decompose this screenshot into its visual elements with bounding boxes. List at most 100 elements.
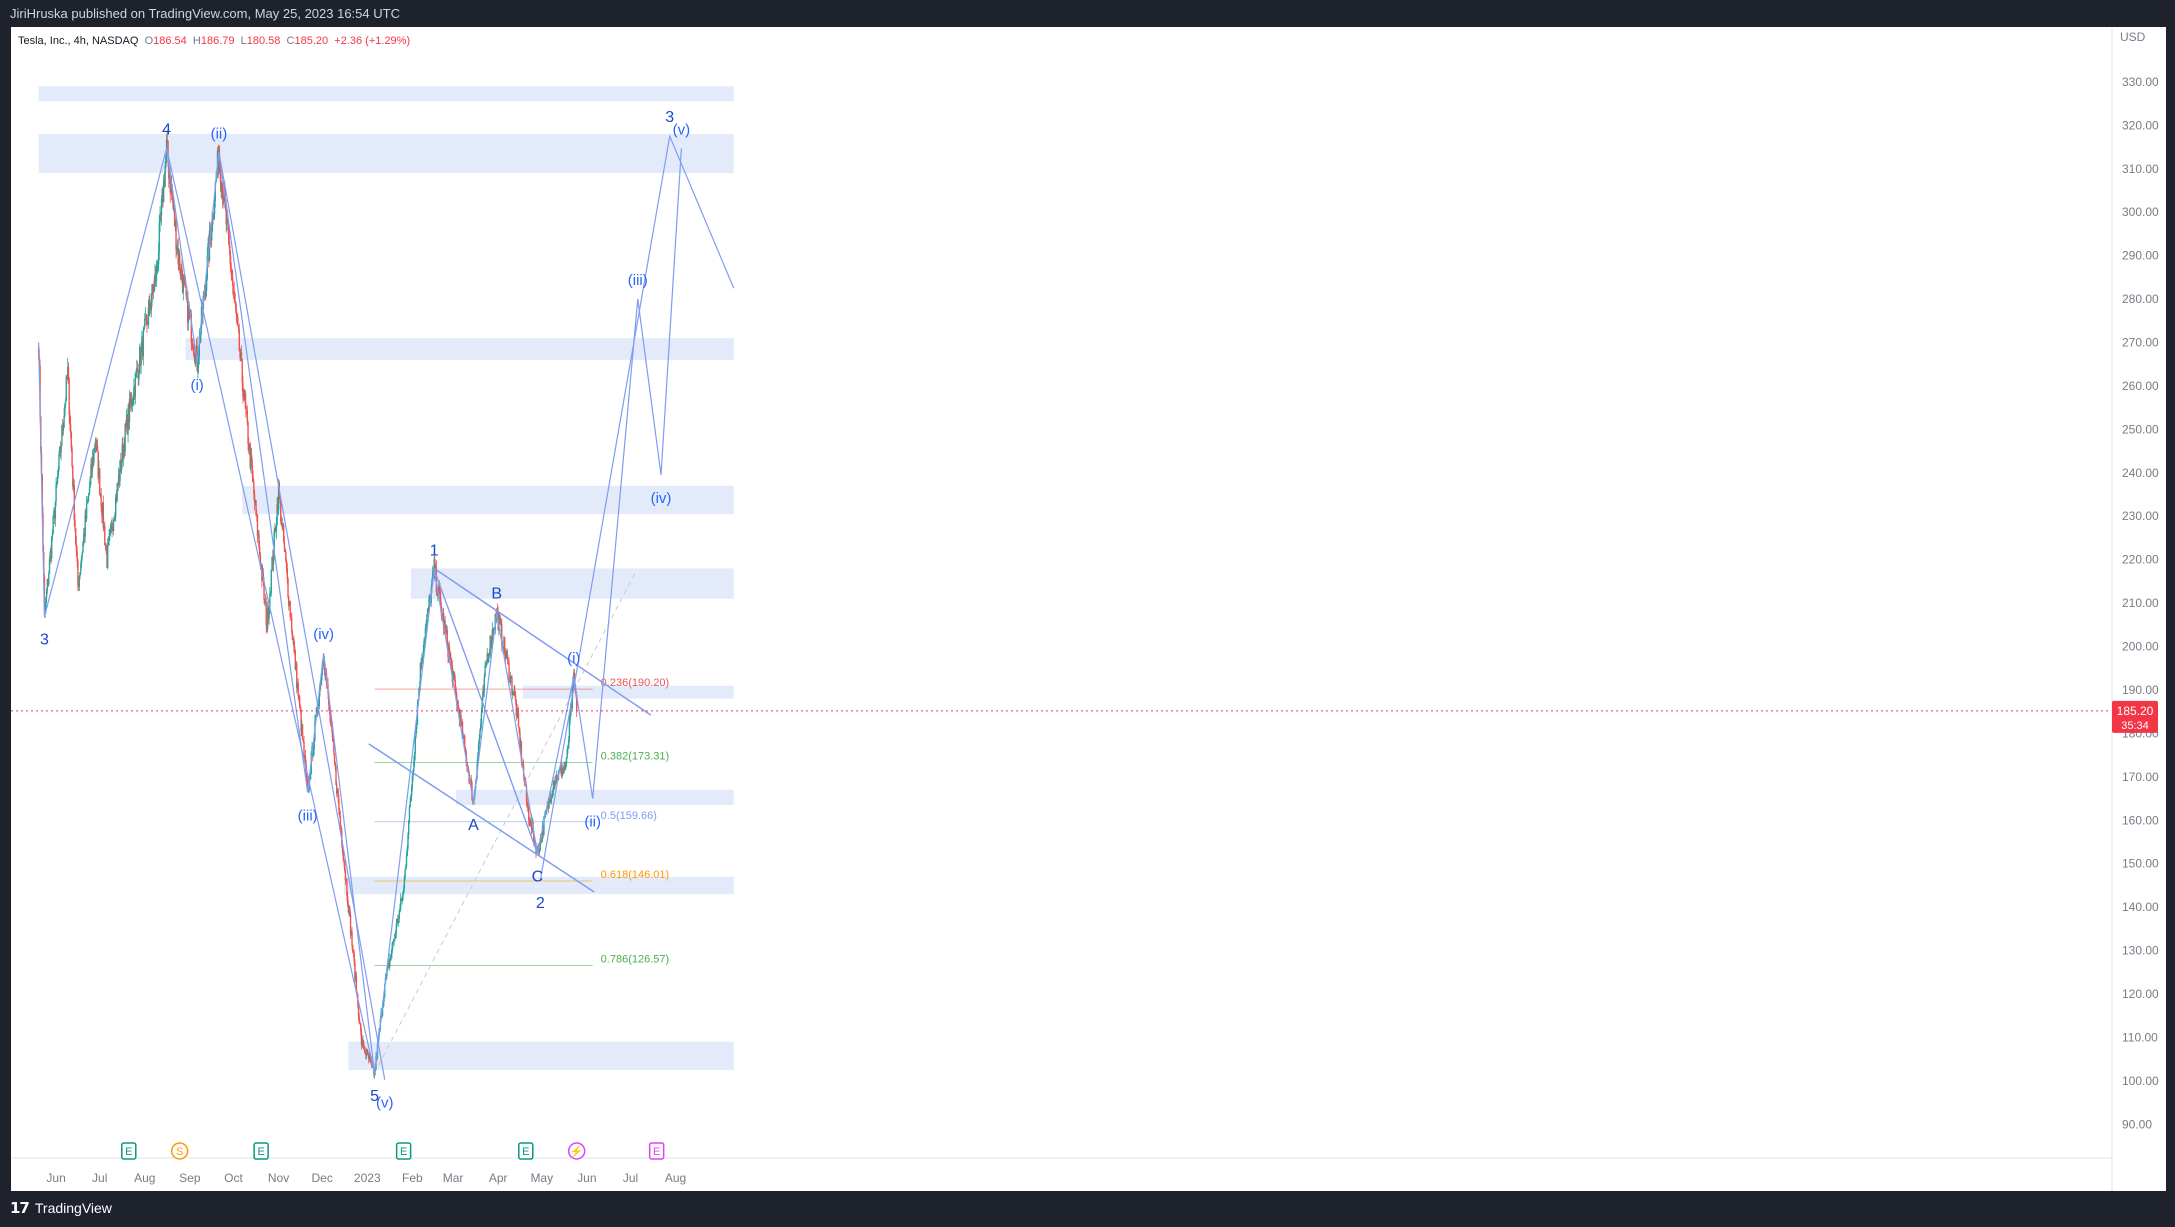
candle bbox=[355, 971, 358, 994]
candle-body bbox=[133, 386, 135, 400]
support-resistance-zone bbox=[410, 568, 734, 599]
candle bbox=[64, 397, 67, 409]
candle-body bbox=[530, 818, 533, 830]
candle-body bbox=[197, 365, 199, 371]
candle-body bbox=[157, 251, 160, 265]
candle-body bbox=[143, 326, 145, 330]
candle-body bbox=[154, 273, 157, 282]
wave-label: (v) bbox=[376, 1095, 394, 1112]
event-marker-earnings[interactable]: E bbox=[121, 1142, 137, 1160]
price-tick-label: 240.00 bbox=[2122, 466, 2159, 480]
fib-layer: 0.236(190.20) 0.382(173.31) 0.5(159.66) 0.6… bbox=[374, 570, 669, 1074]
candle-body bbox=[351, 931, 353, 946]
tradingview-logo[interactable]: 𝟭𝟳 TradingView bbox=[10, 1199, 112, 1217]
candle bbox=[272, 548, 275, 572]
current-price-tag: 185.20 35:34 bbox=[2112, 700, 2158, 733]
candle bbox=[555, 770, 558, 783]
support-resistance-zone bbox=[242, 485, 734, 515]
candle bbox=[505, 650, 507, 660]
candle-body bbox=[258, 533, 260, 547]
candle-body bbox=[303, 741, 305, 757]
candle-body bbox=[61, 425, 63, 446]
candle-body bbox=[324, 669, 326, 676]
event-marker-earnings[interactable]: E bbox=[253, 1142, 269, 1160]
candle bbox=[197, 362, 199, 379]
event-marker-earnings-upcoming[interactable]: E bbox=[648, 1142, 665, 1160]
candle-body bbox=[353, 952, 355, 962]
candle-body bbox=[221, 183, 223, 189]
event-marker-earnings[interactable]: E bbox=[395, 1142, 412, 1160]
candle-body bbox=[136, 367, 139, 370]
candle-body bbox=[477, 744, 480, 756]
candle bbox=[365, 1047, 368, 1060]
event-marker-frame bbox=[648, 1142, 665, 1160]
event-marker-dividend-lightning[interactable]: ⚡ bbox=[567, 1142, 586, 1160]
candle-body bbox=[274, 527, 276, 531]
candle bbox=[461, 721, 463, 727]
candle-body bbox=[533, 840, 536, 843]
candle bbox=[295, 662, 297, 671]
candle bbox=[362, 1035, 364, 1047]
candle-body bbox=[286, 568, 288, 579]
candle-body bbox=[517, 713, 520, 727]
candle bbox=[414, 736, 416, 760]
candle-body bbox=[549, 798, 552, 803]
candle-body bbox=[145, 316, 147, 318]
candle-body bbox=[391, 948, 393, 954]
candle-body bbox=[453, 672, 456, 680]
candle-body bbox=[237, 325, 240, 330]
candle-body bbox=[54, 502, 57, 519]
candle-body bbox=[139, 347, 142, 365]
candle-body bbox=[437, 586, 440, 595]
candle bbox=[236, 314, 238, 326]
candle-body bbox=[222, 200, 225, 203]
price-tick-label: 110.00 bbox=[2122, 1030, 2158, 1044]
event-marker-earnings[interactable]: E bbox=[518, 1142, 534, 1160]
candle-body bbox=[528, 820, 531, 823]
candle bbox=[346, 891, 349, 907]
candle bbox=[322, 659, 325, 666]
candle bbox=[195, 338, 198, 354]
candle bbox=[154, 264, 156, 290]
candle-body bbox=[186, 291, 189, 323]
candle-body bbox=[408, 806, 411, 821]
candle bbox=[568, 714, 571, 743]
event-marker-split[interactable]: S bbox=[170, 1142, 189, 1160]
candle-body bbox=[231, 274, 233, 279]
candle-body bbox=[365, 1049, 368, 1056]
candle bbox=[128, 390, 131, 431]
candle-body bbox=[509, 681, 511, 683]
time-tick-label: Aug bbox=[134, 1171, 155, 1185]
candle bbox=[402, 885, 405, 896]
candle-body bbox=[255, 500, 257, 515]
candle-body bbox=[459, 715, 462, 727]
candle-body bbox=[333, 753, 336, 763]
candle-body bbox=[477, 755, 479, 765]
candle bbox=[454, 675, 456, 694]
candle bbox=[499, 614, 502, 626]
candle-body bbox=[383, 997, 385, 1002]
candle-body bbox=[398, 910, 400, 919]
candle-body bbox=[144, 316, 147, 319]
candle-body bbox=[361, 1039, 363, 1045]
candle-body bbox=[516, 707, 518, 717]
candle bbox=[250, 447, 252, 474]
candle bbox=[290, 612, 293, 635]
candle-body bbox=[323, 662, 326, 670]
candle bbox=[67, 357, 69, 381]
candle-body bbox=[487, 653, 489, 662]
candle-body bbox=[366, 1049, 368, 1052]
candle-body bbox=[64, 401, 67, 406]
candle bbox=[235, 303, 238, 324]
candle bbox=[221, 181, 223, 200]
candle-body bbox=[282, 523, 284, 526]
candle-body bbox=[147, 307, 150, 325]
candle bbox=[229, 242, 231, 264]
candle bbox=[147, 299, 150, 329]
candle bbox=[161, 187, 163, 208]
candle-body bbox=[508, 662, 510, 682]
candle bbox=[134, 372, 137, 405]
candle bbox=[74, 513, 76, 533]
candle bbox=[146, 313, 148, 334]
